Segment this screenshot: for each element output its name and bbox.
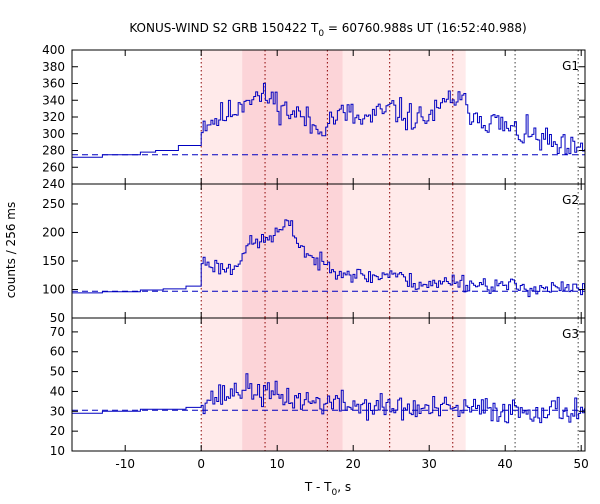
x-tick-label: 30 [422, 457, 437, 471]
y-tick-label: 60 [50, 345, 65, 359]
panels-group: 240260280300320340360380400G150100150200… [42, 43, 589, 471]
y-axis-label: counts / 256 ms [4, 202, 18, 298]
y-tick-label: 30 [50, 404, 65, 418]
panel-label-g3: G3 [562, 327, 579, 341]
x-axis-label: T - T0, s [304, 480, 351, 498]
x-tick-label: 50 [574, 457, 589, 471]
y-tick-label: 340 [42, 93, 65, 107]
y-tick-label: 280 [42, 144, 65, 158]
panel-label-g1: G1 [562, 59, 579, 73]
y-tick-label: 20 [50, 424, 65, 438]
shaded-interval-inner [242, 184, 343, 318]
y-tick-label: 320 [42, 110, 65, 124]
y-tick-label: 40 [50, 384, 65, 398]
y-tick-label: 240 [42, 177, 65, 191]
y-tick-label: 300 [42, 127, 65, 141]
panel-label-g2: G2 [562, 193, 579, 207]
x-tick-label: 0 [197, 457, 205, 471]
panel-frame [71, 317, 586, 452]
y-tick-label: 50 [50, 311, 65, 325]
x-tick-label: 10 [270, 457, 285, 471]
y-tick-label: 70 [50, 325, 65, 339]
chart-title: KONUS-WIND S2 GRB 150422 T0 = 60760.988s… [129, 21, 526, 39]
shaded-interval-inner [242, 50, 343, 184]
y-tick-label: 50 [50, 365, 65, 379]
panel-g3: 10 20 30 40 50 60 70 G3 [50, 317, 586, 458]
y-tick-label: 260 [42, 160, 65, 174]
light-curve-series [72, 373, 585, 424]
light-curve-series [72, 82, 585, 158]
x-tick-label: 20 [346, 457, 361, 471]
panel-g2: 50 100 150 200 250 G2 [42, 183, 586, 325]
y-tick-label: 10 [50, 444, 65, 458]
light-curve-series [72, 219, 585, 298]
x-tick-label: 40 [498, 457, 513, 471]
y-tick-label: 380 [42, 60, 65, 74]
y-tick-label: 360 [42, 77, 65, 91]
y-tick-label: 150 [42, 254, 65, 268]
x-tick-label: -10 [115, 457, 135, 471]
y-tick-label: 250 [42, 197, 65, 211]
y-tick-label: 400 [42, 43, 65, 57]
panel-g1: 240 260 280 300 320 340 360 380 400 G1 [42, 43, 586, 191]
y-tick-label: 200 [42, 225, 65, 239]
y-tick-label: 100 [42, 282, 65, 296]
